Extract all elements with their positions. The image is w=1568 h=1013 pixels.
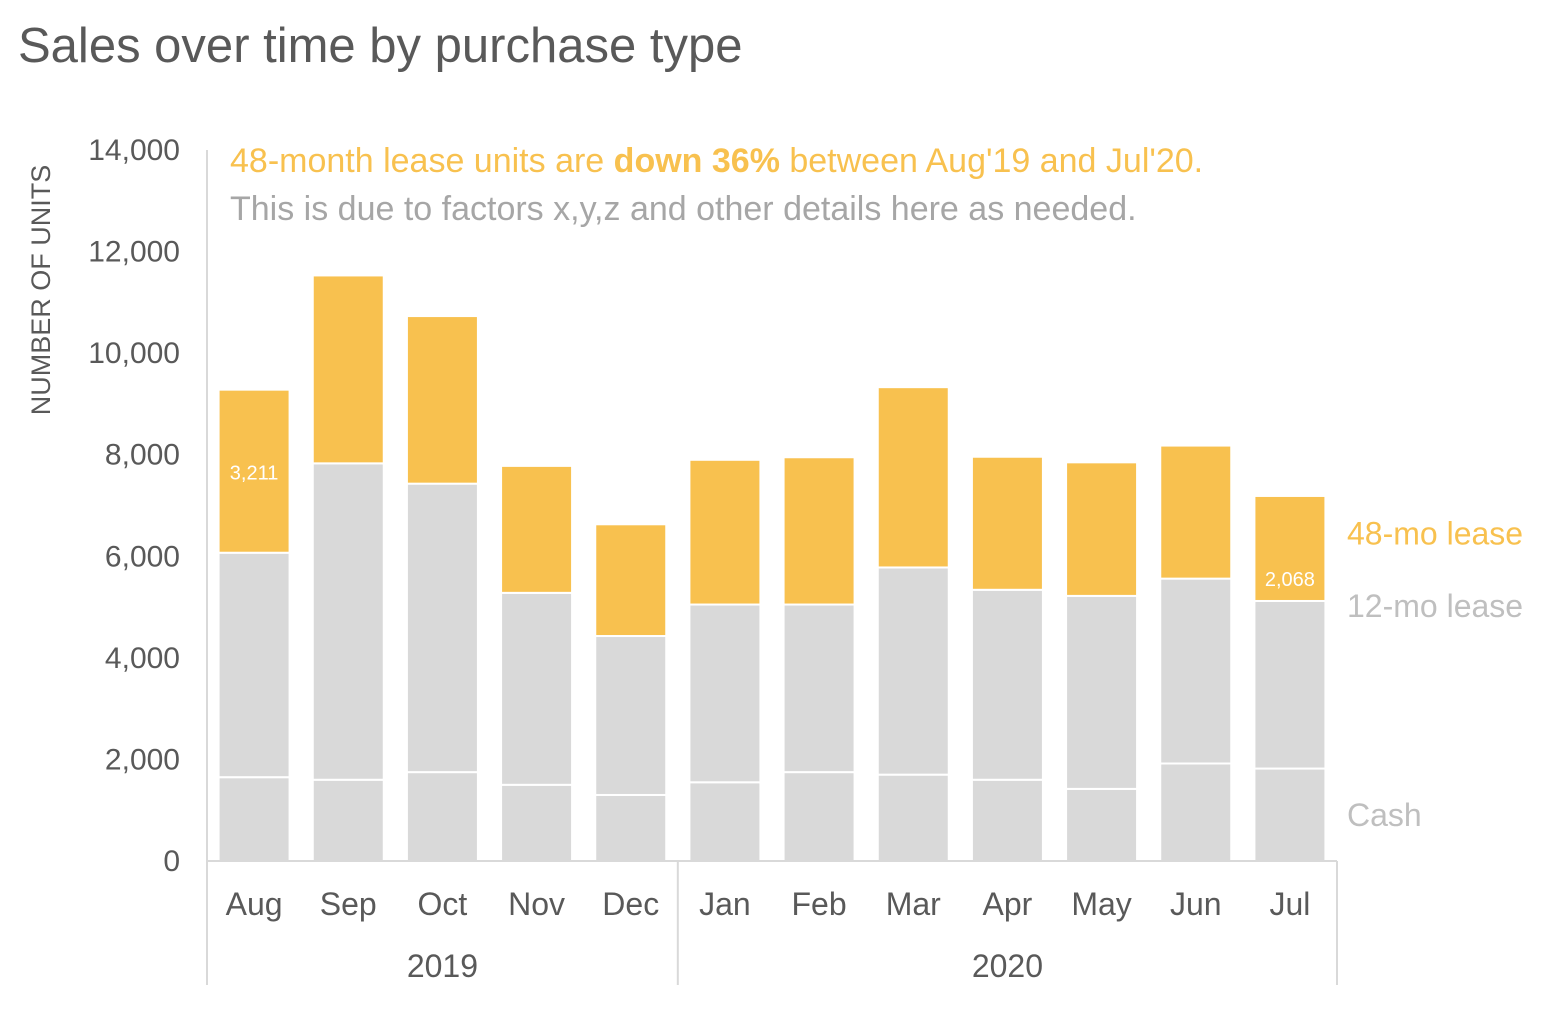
bar-12-mo-lease-aug: [217, 551, 291, 779]
y-tick-label: 12,000: [88, 236, 180, 269]
bar-48-mo-lease-may: [1065, 461, 1139, 597]
y-tick-label: 4,000: [105, 642, 180, 675]
annotation-headline-pre: 48-month lease units are: [230, 142, 614, 180]
bar-12-mo-lease-may: [1065, 594, 1139, 790]
x-tick-label: Jul: [1269, 886, 1310, 922]
chart-title: Sales over time by purchase type: [18, 19, 742, 73]
x-tick-label: Nov: [508, 886, 565, 922]
bar-48-mo-lease-sep: [311, 274, 385, 465]
y-tick-label: 6,000: [105, 540, 180, 573]
annotation-headline: 48-month lease units are down 36% betwee…: [230, 142, 1203, 180]
bar-cash-nov: [500, 783, 574, 862]
bar-cash-apr: [970, 778, 1044, 862]
data-label: 2,068: [1265, 569, 1315, 591]
bar-cash-dec: [594, 793, 668, 863]
x-tick-label: Mar: [886, 886, 941, 922]
bars: 3,211 2,068: [217, 274, 1327, 863]
bar-48-mo-lease-nov: [500, 464, 574, 594]
bar-12-mo-lease-jun: [1159, 577, 1233, 765]
x-tick-label: Jun: [1170, 886, 1222, 922]
legend-label: 48-mo lease: [1347, 515, 1523, 551]
bar-cash-aug: [217, 776, 291, 862]
y-tick-label: 8,000: [105, 439, 180, 472]
bar-12-mo-lease-oct: [405, 482, 479, 774]
x-tick-label: Aug: [226, 886, 283, 922]
bar-12-mo-lease-jul: [1253, 599, 1327, 770]
annotation-detail: This is due to factors x,y,z and other d…: [230, 190, 1137, 228]
legend-label: 12-mo lease: [1347, 588, 1523, 624]
x-axis: Aug Sep Oct Nov Dec Jan Feb Mar Apr May Jun Jul 2019…: [206, 860, 1338, 985]
legend: Cash 12-mo lease 48-mo lease: [1347, 515, 1523, 832]
x-tick-label: Feb: [792, 886, 847, 922]
year-group-label: 2020: [972, 948, 1043, 984]
bar-cash-jul: [1253, 767, 1327, 863]
y-tick-label: 14,000: [88, 134, 180, 167]
bar-cash-sep: [311, 778, 385, 862]
x-tick-label: Oct: [418, 886, 468, 922]
y-tick-label: 0: [163, 845, 180, 878]
x-tick-label: Apr: [983, 886, 1033, 922]
x-tick-label: Sep: [320, 886, 377, 922]
annotation-headline-post: between Aug'19 and Jul'20.: [780, 142, 1203, 180]
bar-48-mo-lease-feb: [782, 456, 856, 606]
bar-12-mo-lease-mar: [876, 566, 950, 776]
bar-48-mo-lease-dec: [594, 523, 668, 638]
bar-cash-jan: [688, 781, 762, 863]
y-tick-label: 2,000: [105, 743, 180, 776]
annotation-headline-bold: down 36%: [614, 142, 780, 180]
bar-48-mo-lease-jun: [1159, 444, 1233, 580]
bar-48-mo-lease-oct: [405, 315, 479, 485]
x-tick-label: May: [1071, 886, 1131, 922]
y-axis-ticks: 0 2,000 4,000 6,000 8,000 10,000 12,000 14,000: [88, 134, 208, 985]
y-tick-label: 10,000: [88, 337, 180, 370]
bar-cash-oct: [405, 771, 479, 862]
bar-48-mo-lease-jul: [1253, 494, 1327, 602]
bar-12-mo-lease-dec: [594, 635, 668, 796]
bar-cash-mar: [876, 773, 950, 863]
bar-12-mo-lease-feb: [782, 603, 856, 774]
legend-label: Cash: [1347, 797, 1422, 833]
bar-12-mo-lease-apr: [970, 588, 1044, 781]
bar-cash-jun: [1159, 762, 1233, 863]
year-group-label: 2019: [407, 948, 478, 984]
data-label: 3,211: [230, 463, 279, 485]
y-axis-label: NUMBER OF UNITS: [26, 165, 56, 416]
bar-12-mo-lease-sep: [311, 462, 385, 781]
bar-48-mo-lease-jan: [688, 458, 762, 606]
x-tick-label: Jan: [699, 886, 751, 922]
bar-48-mo-lease-apr: [970, 455, 1044, 591]
bar-48-mo-lease-aug: [217, 388, 291, 554]
bar-cash-feb: [782, 771, 856, 862]
bar-12-mo-lease-nov: [500, 591, 574, 786]
bar-12-mo-lease-jan: [688, 603, 762, 784]
x-tick-label: Dec: [602, 886, 659, 922]
bar-48-mo-lease-mar: [876, 386, 950, 569]
bar-cash-may: [1065, 787, 1139, 862]
